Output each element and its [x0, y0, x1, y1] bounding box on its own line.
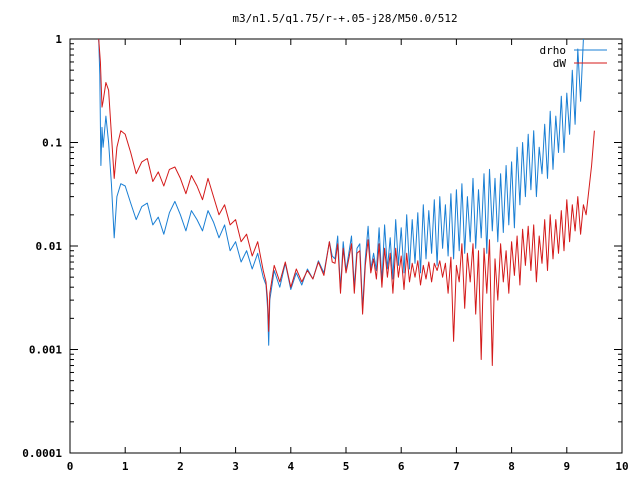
plot-frame [69, 38, 623, 454]
x-tick-label: 10 [615, 460, 628, 473]
y-tick-label: 0.1 [42, 137, 62, 150]
y-tick-label: 0.01 [36, 240, 63, 253]
x-tick-label: 5 [343, 460, 350, 473]
series-line-dW [98, 38, 595, 366]
x-tick-label: 7 [453, 460, 460, 473]
series-layer [98, 38, 595, 366]
legend-label-drho: drho [540, 44, 567, 57]
x-tick-label: 3 [232, 460, 239, 473]
y-tick-label: 1 [55, 33, 62, 46]
x-tick-label: 8 [508, 460, 515, 473]
x-tick-label: 6 [398, 460, 405, 473]
axis-tick-labels: 0 1 2 3 4 5 6 7 8 9 10 0.0001 0.001 0.01 0.1 1 [22, 33, 628, 473]
x-tick-label: 2 [177, 460, 184, 473]
legend-label-dW: dW [553, 57, 567, 70]
x-tick-label: 9 [563, 460, 570, 473]
x-tick-label: 4 [287, 460, 294, 473]
series-line-drho [98, 38, 584, 346]
x-tick-label: 1 [122, 460, 129, 473]
axis-ticks [69, 38, 623, 454]
x-tick-label: 0 [67, 460, 74, 473]
y-tick-label: 0.0001 [22, 447, 62, 460]
chart-title: m3/n1.5/q1.75/r-+.05-j28/M50.0/512 [232, 12, 457, 25]
y-tick-label: 0.001 [29, 344, 62, 357]
